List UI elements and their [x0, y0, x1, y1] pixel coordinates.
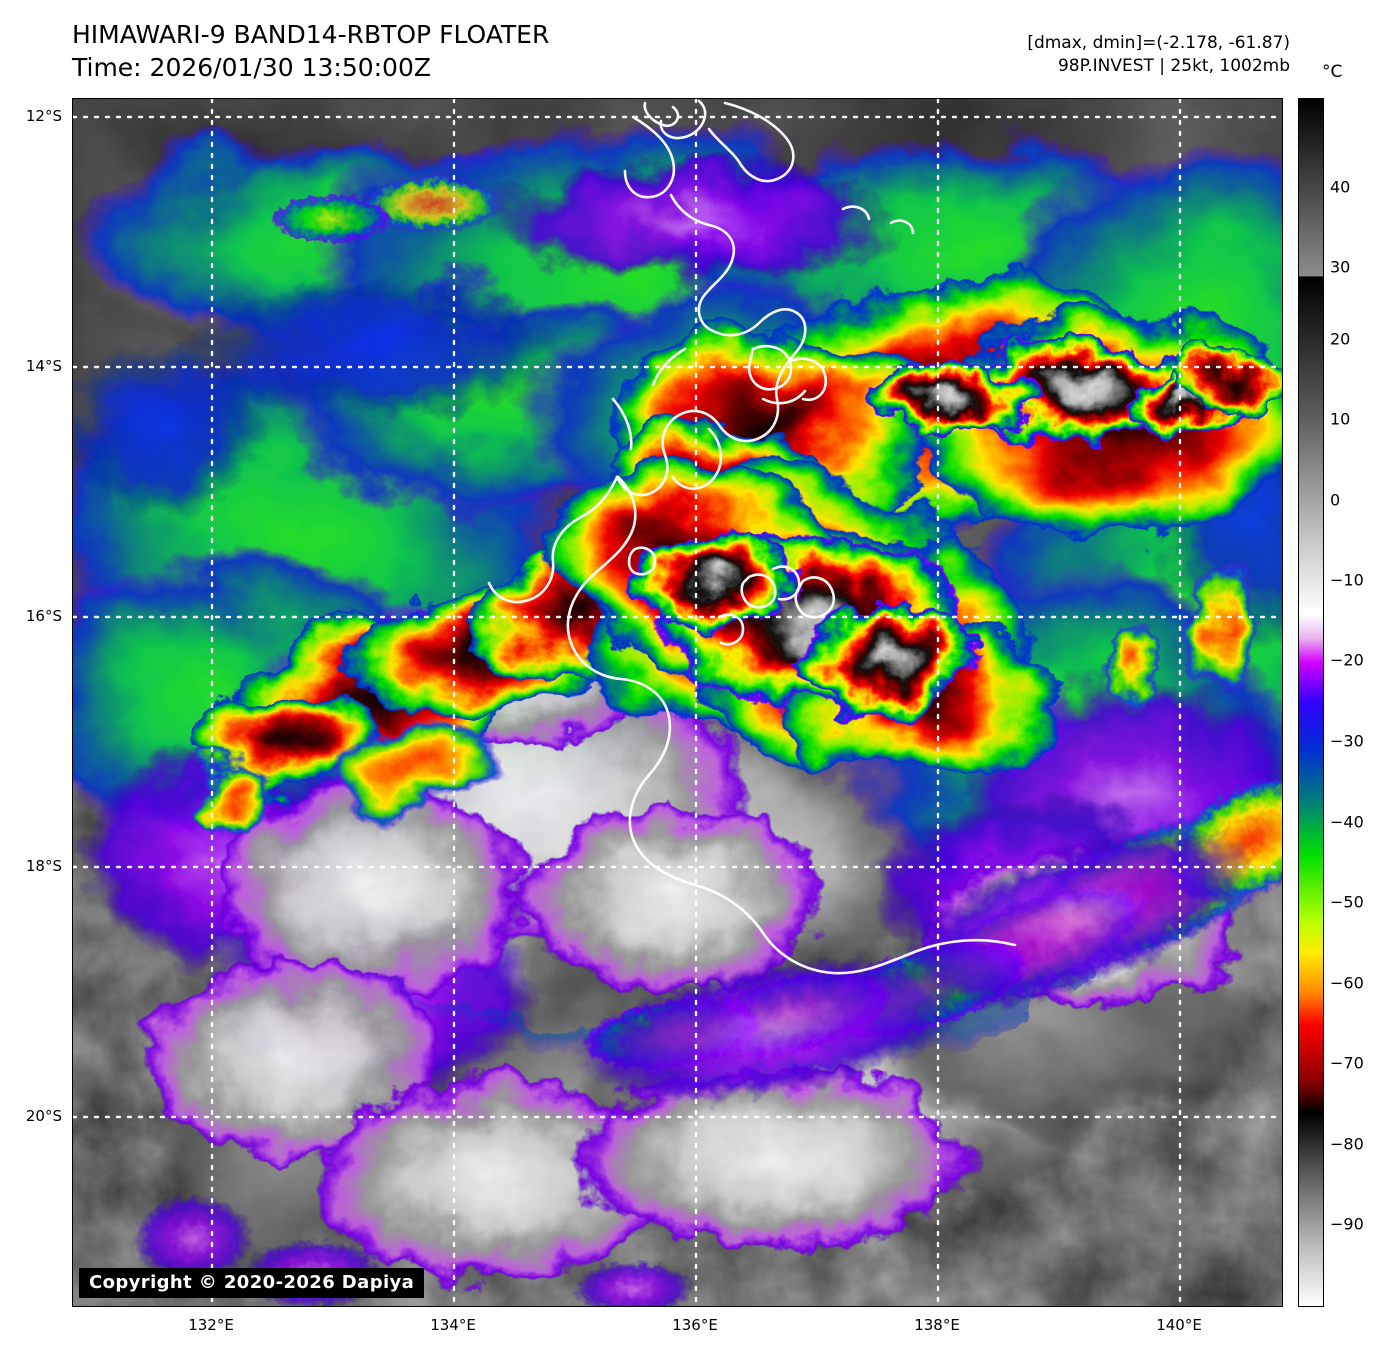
storm-info-text: 98P.INVEST | 25kt, 1002mb: [1057, 56, 1290, 76]
cbar-tick-m10: −10: [1330, 570, 1364, 590]
title-text: HIMAWARI-9 BAND14-RBTOP FLOATER: [72, 20, 550, 49]
cbar-tick-m60: −60: [1330, 973, 1364, 993]
cbar-tick-m70: −70: [1330, 1053, 1364, 1073]
dmax-dmin-text: [dmax, dmin]=(-2.178, -61.87): [1027, 33, 1290, 53]
x-tick-136e: 136°E: [672, 1316, 718, 1334]
cbar-tick-m50: −50: [1330, 892, 1364, 912]
x-tick-138e: 138°E: [914, 1316, 960, 1334]
page-title: HIMAWARI-9 BAND14-RBTOP FLOATER Time: 20…: [72, 18, 549, 84]
cbar-tick-m20: −20: [1330, 650, 1364, 670]
cbar-tick-40: 40: [1330, 177, 1351, 197]
cbar-tick-30: 30: [1330, 257, 1351, 277]
y-tick-12s: 12°S: [25, 107, 62, 125]
cbar-tick-m80: −80: [1330, 1134, 1364, 1154]
coastline-overlay: [487, 99, 1017, 975]
cbar-tick-20: 20: [1330, 329, 1351, 349]
y-tick-14s: 14°S: [25, 357, 62, 375]
x-tick-134e: 134°E: [430, 1316, 476, 1334]
cbar-tick-10: 10: [1330, 409, 1351, 429]
time-text: Time: 2026/01/30 13:50:00Z: [72, 53, 431, 82]
temperature-colorbar[interactable]: [1298, 98, 1324, 1307]
colorbar-unit-label: °C: [1322, 62, 1343, 82]
y-tick-16s: 16°S: [25, 607, 62, 625]
y-tick-18s: 18°S: [25, 857, 62, 875]
satellite-image-plot[interactable]: Copyright © 2020-2026 Dapiya: [72, 98, 1283, 1307]
cbar-tick-0: 0: [1330, 490, 1341, 510]
metadata-block: [dmax, dmin]=(-2.178, -61.87) 98P.INVEST…: [1027, 32, 1290, 78]
copyright-notice: Copyright © 2020-2026 Dapiya: [79, 1268, 425, 1298]
x-tick-140e: 140°E: [1156, 1316, 1202, 1334]
ir-brightness-temperature-raster: [73, 99, 1282, 1306]
cbar-tick-m40: −40: [1330, 812, 1364, 832]
x-tick-132e: 132°E: [188, 1316, 234, 1334]
y-tick-20s: 20°S: [25, 1107, 62, 1125]
cbar-tick-m30: −30: [1330, 731, 1364, 751]
cbar-tick-m90: −90: [1330, 1214, 1364, 1234]
